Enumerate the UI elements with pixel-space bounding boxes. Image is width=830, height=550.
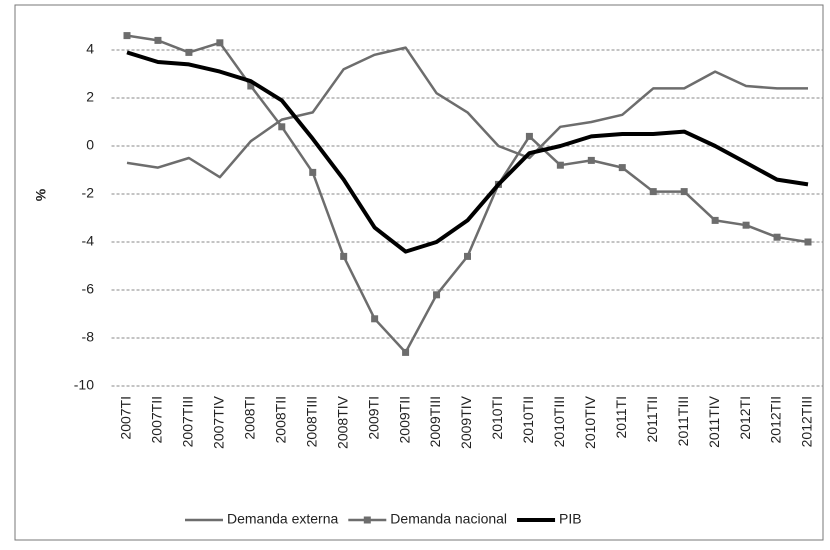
- point-marker: [185, 48, 193, 56]
- y-tick-label: -2: [82, 185, 95, 201]
- point-marker: [556, 161, 564, 169]
- y-tick-label: -4: [82, 233, 95, 249]
- legend-label: Demanda nacional: [390, 511, 507, 527]
- point-marker: [402, 348, 410, 356]
- x-tick-label: 2010TIV: [582, 395, 598, 449]
- x-tick-label: 2008TIV: [334, 395, 350, 449]
- x-tick-label: 2012TI: [737, 396, 753, 440]
- x-tick-label: 2008TI: [242, 396, 258, 440]
- x-tick-label: 2011TIII: [675, 396, 691, 446]
- x-tick-label: 2011TII: [644, 396, 660, 442]
- x-tick-label: 2008TII: [272, 396, 288, 443]
- point-marker: [804, 238, 812, 246]
- point-marker: [123, 32, 131, 40]
- point-marker: [525, 132, 533, 140]
- point-marker: [247, 82, 255, 90]
- y-tick-label: 2: [86, 89, 94, 105]
- legend-label: Demanda externa: [227, 511, 339, 527]
- point-marker: [216, 39, 224, 47]
- point-marker: [649, 188, 657, 196]
- point-marker: [773, 233, 781, 241]
- point-marker: [618, 164, 626, 172]
- x-tick-label: 2009TIV: [458, 395, 474, 449]
- series-line: [126, 50, 809, 254]
- point-marker: [587, 156, 595, 164]
- y-tick-label: 0: [86, 137, 94, 153]
- x-tick-label: 2011TI: [613, 396, 629, 439]
- series-line: [126, 46, 808, 179]
- x-tick-label: 2010TII: [520, 396, 536, 443]
- x-tick-label: 2007TIII: [180, 396, 196, 447]
- x-tick-label: 2009TI: [365, 396, 381, 440]
- x-tick-label: 2012TII: [768, 396, 784, 443]
- chart-frame: [14, 4, 824, 541]
- point-marker: [433, 291, 441, 299]
- y-tick-label: -6: [82, 281, 95, 297]
- point-marker: [309, 168, 317, 176]
- x-tick-label: 2009TIII: [427, 396, 443, 447]
- y-tick-label: 4: [86, 41, 94, 57]
- y-tick-label: -10: [74, 377, 94, 393]
- legend-marker: [363, 516, 371, 524]
- point-marker: [742, 221, 750, 229]
- point-marker: [711, 216, 719, 224]
- point-marker: [340, 252, 348, 260]
- x-tick-label: 2010TI: [489, 396, 505, 440]
- x-tick-label: 2011TIV: [706, 395, 722, 448]
- point-marker: [154, 36, 162, 44]
- x-tick-label: 2007TIV: [211, 395, 227, 449]
- x-tick-label: 2010TIII: [551, 396, 567, 447]
- point-marker: [278, 123, 286, 131]
- x-tick-label: 2007TI: [118, 396, 134, 440]
- x-tick-label: 2007TII: [149, 396, 165, 443]
- x-tick-label: 2012TIII: [799, 396, 815, 447]
- x-tick-label: 2008TIII: [303, 396, 319, 447]
- point-marker: [464, 252, 471, 260]
- y-tick-label: -8: [82, 329, 95, 345]
- y-axis-label: %: [33, 188, 49, 201]
- point-marker: [371, 315, 379, 323]
- point-marker: [680, 188, 688, 196]
- x-tick-label: 2009TII: [396, 396, 412, 443]
- legend-label: PIB: [559, 511, 582, 527]
